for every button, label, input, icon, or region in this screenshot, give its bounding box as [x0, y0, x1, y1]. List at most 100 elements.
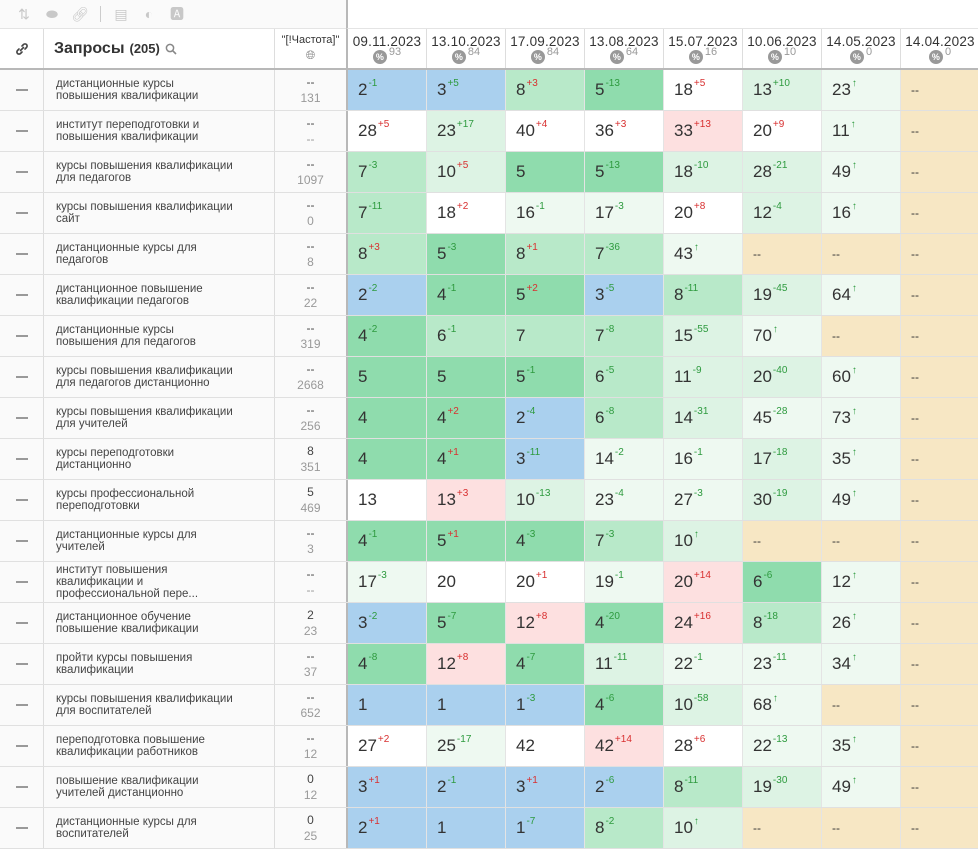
position-cell[interactable]: 27 +2: [348, 726, 427, 766]
position-cell[interactable]: 5 -7: [427, 603, 506, 643]
row-action[interactable]: [0, 808, 44, 848]
position-cell[interactable]: 17 -3: [348, 562, 427, 602]
position-cell[interactable]: --: [822, 316, 901, 356]
position-cell[interactable]: --: [901, 70, 978, 110]
position-cell[interactable]: 20 +1: [506, 562, 585, 602]
position-cell[interactable]: 20 +14: [664, 562, 743, 602]
position-cell[interactable]: 12 +8: [427, 644, 506, 684]
position-cell[interactable]: 14 -31: [664, 398, 743, 438]
row-action[interactable]: [0, 439, 44, 479]
position-cell[interactable]: 12 ↑: [822, 562, 901, 602]
position-cell[interactable]: 8 +1: [506, 234, 585, 274]
position-cell[interactable]: 6 -5: [585, 357, 664, 397]
position-cell[interactable]: --: [901, 111, 978, 151]
position-cell[interactable]: 13 +3: [427, 480, 506, 520]
row-action[interactable]: [0, 644, 44, 684]
position-cell[interactable]: 3 -2: [348, 603, 427, 643]
position-cell[interactable]: 28 +5: [348, 111, 427, 151]
position-cell[interactable]: --: [901, 767, 978, 807]
position-cell[interactable]: 20: [427, 562, 506, 602]
position-cell[interactable]: 12 -4: [743, 193, 822, 233]
position-cell[interactable]: 49 ↑: [822, 767, 901, 807]
position-cell[interactable]: 45 -28: [743, 398, 822, 438]
position-cell[interactable]: --: [901, 603, 978, 643]
contrast-icon[interactable]: ◐: [144, 6, 154, 22]
position-cell[interactable]: 1: [427, 685, 506, 725]
position-cell[interactable]: 40 +4: [506, 111, 585, 151]
position-cell[interactable]: --: [901, 152, 978, 192]
position-cell[interactable]: 4 -2: [348, 316, 427, 356]
position-cell[interactable]: 6 -6: [743, 562, 822, 602]
position-cell[interactable]: 10 -58: [664, 685, 743, 725]
row-action[interactable]: [0, 767, 44, 807]
query-text[interactable]: курсы повышения квалификации для воспитат…: [44, 685, 275, 725]
position-cell[interactable]: 2 -1: [427, 767, 506, 807]
text-size-icon[interactable]: 🅰︎: [170, 6, 184, 22]
query-text[interactable]: дистанционное обучение повышение квалифик…: [44, 603, 275, 643]
position-cell[interactable]: 6 -1: [427, 316, 506, 356]
position-cell[interactable]: 4 -3: [506, 521, 585, 561]
position-cell[interactable]: 4 -8: [348, 644, 427, 684]
position-cell[interactable]: 8 -2: [585, 808, 664, 848]
query-text[interactable]: курсы переподготовки дистанционно: [44, 439, 275, 479]
position-cell[interactable]: --: [743, 521, 822, 561]
position-cell[interactable]: 10 -13: [506, 480, 585, 520]
row-action[interactable]: [0, 521, 44, 561]
position-cell[interactable]: 4 -20: [585, 603, 664, 643]
position-cell[interactable]: 68 ↑: [743, 685, 822, 725]
position-cell[interactable]: 17 -3: [585, 193, 664, 233]
row-action[interactable]: [0, 70, 44, 110]
position-cell[interactable]: 43 ↑: [664, 234, 743, 274]
date-column-header[interactable]: 10.06.2023% 10: [743, 29, 822, 68]
position-cell[interactable]: 42: [506, 726, 585, 766]
position-cell[interactable]: 10 ↑: [664, 808, 743, 848]
position-cell[interactable]: 49 ↑: [822, 152, 901, 192]
position-cell[interactable]: 7 -3: [348, 152, 427, 192]
date-column-header[interactable]: 14.04.2023% 0: [901, 29, 978, 68]
position-cell[interactable]: 23 -11: [743, 644, 822, 684]
position-cell[interactable]: 2 -1: [348, 70, 427, 110]
position-cell[interactable]: --: [901, 521, 978, 561]
position-cell[interactable]: 2 -6: [585, 767, 664, 807]
position-cell[interactable]: --: [822, 521, 901, 561]
position-cell[interactable]: --: [822, 234, 901, 274]
position-cell[interactable]: 7 -8: [585, 316, 664, 356]
date-column-header[interactable]: 13.08.2023% 64: [585, 29, 664, 68]
position-cell[interactable]: 1: [348, 685, 427, 725]
position-cell[interactable]: 64 ↑: [822, 275, 901, 315]
position-cell[interactable]: 27 -3: [664, 480, 743, 520]
position-cell[interactable]: 20 -40: [743, 357, 822, 397]
position-cell[interactable]: 4 -1: [427, 275, 506, 315]
query-text[interactable]: дистанционные курсы повышения квалификаци…: [44, 70, 275, 110]
position-cell[interactable]: 18 +2: [427, 193, 506, 233]
position-cell[interactable]: 3 +1: [348, 767, 427, 807]
row-action[interactable]: [0, 726, 44, 766]
query-text[interactable]: институт повышения квалификации и професси…: [44, 562, 275, 602]
position-cell[interactable]: 23 ↑: [822, 70, 901, 110]
position-cell[interactable]: 5: [427, 357, 506, 397]
position-cell[interactable]: 13 +10: [743, 70, 822, 110]
position-cell[interactable]: 18 -10: [664, 152, 743, 192]
row-action[interactable]: [0, 316, 44, 356]
position-cell[interactable]: 28 -21: [743, 152, 822, 192]
position-cell[interactable]: --: [901, 562, 978, 602]
row-action[interactable]: [0, 480, 44, 520]
position-cell[interactable]: 18 +5: [664, 70, 743, 110]
link-column-header[interactable]: [0, 29, 44, 68]
position-cell[interactable]: 1: [427, 808, 506, 848]
position-cell[interactable]: --: [743, 808, 822, 848]
position-cell[interactable]: 19 -45: [743, 275, 822, 315]
position-cell[interactable]: 25 -17: [427, 726, 506, 766]
position-cell[interactable]: 35 ↑: [822, 439, 901, 479]
position-cell[interactable]: 5: [506, 152, 585, 192]
position-cell[interactable]: 70 ↑: [743, 316, 822, 356]
row-action[interactable]: [0, 111, 44, 151]
position-cell[interactable]: --: [901, 439, 978, 479]
position-cell[interactable]: --: [901, 275, 978, 315]
position-cell[interactable]: 2 -2: [348, 275, 427, 315]
position-cell[interactable]: 8 -18: [743, 603, 822, 643]
position-cell[interactable]: 4 +2: [427, 398, 506, 438]
position-cell[interactable]: 73 ↑: [822, 398, 901, 438]
position-cell[interactable]: 24 +16: [664, 603, 743, 643]
position-cell[interactable]: 42 +14: [585, 726, 664, 766]
